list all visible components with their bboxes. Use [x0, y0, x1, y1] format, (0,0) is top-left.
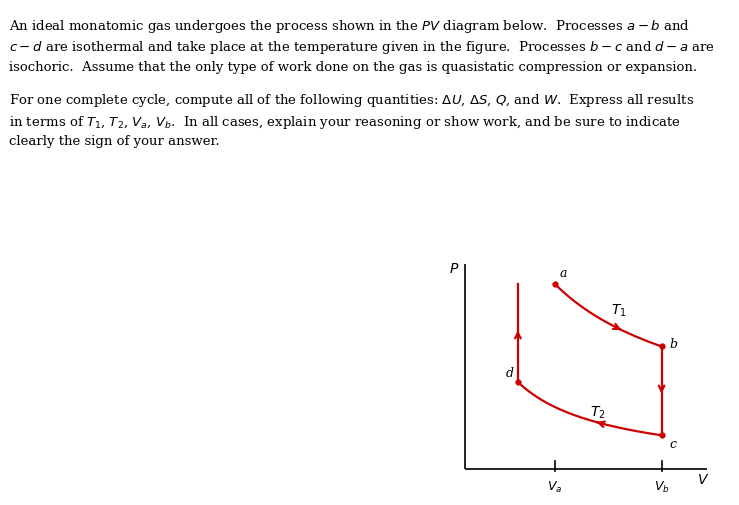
- Text: For one complete cycle, compute all of the following quantities: $\Delta U$, $\D: For one complete cycle, compute all of t…: [9, 92, 694, 109]
- Text: clearly the sign of your answer.: clearly the sign of your answer.: [9, 135, 219, 148]
- Text: b: b: [670, 338, 678, 350]
- Text: $V$: $V$: [697, 473, 709, 487]
- Text: An ideal monatomic gas undergoes the process shown in the $PV$ diagram below.  P: An ideal monatomic gas undergoes the pro…: [9, 18, 689, 35]
- Text: $P$: $P$: [449, 262, 460, 276]
- Text: $V_a$: $V_a$: [548, 480, 563, 495]
- Text: $c-d$ are isothermal and take place at the temperature given in the figure.  Pro: $c-d$ are isothermal and take place at t…: [9, 39, 715, 57]
- Text: $T_2$: $T_2$: [590, 405, 605, 421]
- Text: in terms of $T_1$, $T_2$, $V_a$, $V_b$.  In all cases, explain your reasoning or: in terms of $T_1$, $T_2$, $V_a$, $V_b$. …: [9, 114, 681, 131]
- Text: c: c: [670, 437, 676, 450]
- Text: isochoric.  Assume that the only type of work done on the gas is quasistatic com: isochoric. Assume that the only type of …: [9, 61, 697, 74]
- Text: $V_b$: $V_b$: [654, 480, 670, 495]
- Text: d: d: [506, 367, 514, 380]
- Text: a: a: [559, 267, 567, 280]
- Text: $T_1$: $T_1$: [611, 302, 627, 319]
